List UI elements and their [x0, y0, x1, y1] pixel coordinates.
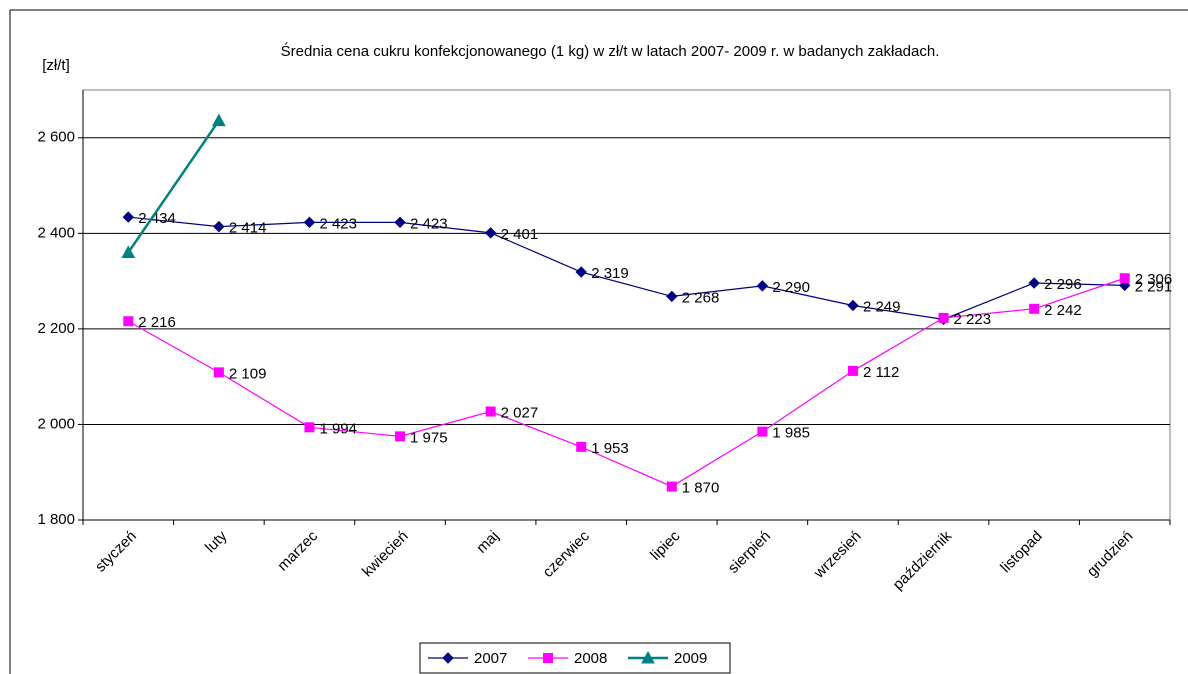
marker	[395, 431, 406, 442]
legend-label: 2008	[574, 650, 607, 667]
legend-label: 2007	[474, 650, 507, 667]
data-label: 2 249	[863, 298, 901, 315]
marker	[213, 220, 225, 233]
marker	[394, 216, 406, 229]
y-tick-label: 2 600	[37, 129, 75, 146]
marker	[576, 441, 587, 452]
data-label: 2 414	[229, 220, 267, 237]
legend-label: 2009	[674, 650, 707, 667]
data-label: 2 401	[501, 226, 539, 243]
marker	[847, 299, 859, 312]
legend: 2007 2008 2009	[419, 642, 731, 674]
marker	[304, 422, 315, 433]
data-label: 1 985	[772, 425, 810, 442]
data-label: 2 306	[1135, 271, 1173, 288]
marker	[121, 245, 136, 258]
marker	[1029, 303, 1040, 314]
y-tick-label: 2 400	[37, 224, 75, 241]
marker	[1119, 273, 1130, 284]
marker	[543, 653, 553, 663]
x-tick-label: wrzesień	[810, 528, 865, 583]
series-line	[127, 277, 1125, 488]
marker	[122, 211, 134, 223]
data-label: 2 291	[1135, 278, 1173, 295]
x-tick-label: lipiec	[647, 527, 684, 564]
x-tick-label: listopad	[997, 528, 1046, 577]
data-label: 2 027	[501, 405, 539, 422]
data-label: 2 423	[410, 215, 448, 232]
chart-title: Średnia cena cukru konfekcjonowanego (1 …	[281, 42, 940, 60]
data-label: 1 975	[410, 429, 448, 446]
marker	[1028, 277, 1040, 289]
marker	[757, 426, 768, 437]
x-tick-label: październik	[890, 527, 956, 593]
data-label: 1 870	[682, 480, 720, 497]
data-label: 2 319	[591, 265, 629, 282]
data-label: 2 296	[1044, 276, 1082, 293]
marker	[756, 280, 769, 292]
marker	[213, 367, 224, 378]
marker	[666, 481, 677, 492]
x-tick-label: styczeń	[92, 528, 140, 576]
data-label: 2 112	[863, 364, 899, 381]
data-label: 1 994	[319, 420, 357, 437]
x-tick-label: grudzień	[1084, 528, 1137, 581]
x-tick-label: luty	[202, 527, 231, 556]
data-label: 2 290	[772, 279, 810, 296]
marker	[938, 312, 949, 323]
y-tick-label: 2 200	[37, 320, 75, 337]
y-axis-label: [zł/t]	[42, 57, 70, 74]
x-tick-label: kwiecień	[359, 528, 412, 581]
data-label: 1 953	[591, 440, 629, 457]
x-tick-label: czerwiec	[540, 527, 594, 581]
marker	[485, 406, 496, 417]
data-label: 2 268	[682, 289, 720, 306]
marker	[847, 365, 858, 376]
marker	[212, 113, 226, 127]
legend-box	[419, 642, 731, 674]
x-tick-label: maj	[473, 528, 502, 557]
data-label: 2 242	[1044, 302, 1082, 319]
x-tick-label: sierpień	[725, 528, 774, 577]
marker	[123, 316, 134, 327]
data-label: 2 109	[229, 365, 267, 382]
y-tick-label: 1 800	[37, 511, 75, 528]
data-label: 2 423	[319, 215, 357, 232]
marker	[575, 266, 587, 278]
marker	[666, 290, 678, 303]
series-line	[128, 216, 1125, 320]
data-label: 2 223	[954, 311, 992, 328]
x-tick-label: marzec	[274, 527, 321, 574]
series-line	[127, 119, 220, 254]
marker	[641, 650, 655, 664]
marker	[442, 652, 454, 664]
y-tick-label: 2 000	[37, 415, 75, 432]
marker	[484, 227, 497, 239]
data-label: 2 216	[138, 314, 176, 331]
marker	[303, 216, 316, 229]
